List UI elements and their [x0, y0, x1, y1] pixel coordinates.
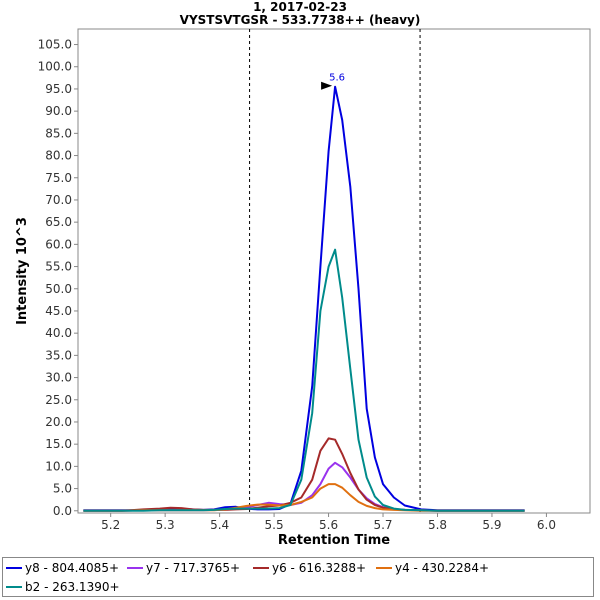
x-tick-label: 5.5 — [265, 518, 284, 532]
legend-swatch — [127, 567, 143, 569]
legend-label: y4 - 430.2284+ — [395, 561, 490, 575]
y-tick-label: 15.0 — [45, 437, 72, 451]
y-tick-label: 35.0 — [45, 348, 72, 362]
y-tick-label: 90.0 — [45, 104, 72, 118]
legend-label: y6 - 616.3288+ — [272, 561, 367, 575]
peak-label: 5.6 — [329, 73, 345, 84]
legend-swatch — [253, 567, 269, 569]
y-tick-label: 20.0 — [45, 415, 72, 429]
y-tick-label: 75.0 — [45, 171, 72, 185]
x-tick-label: 5.8 — [428, 518, 447, 532]
series-line-1 — [83, 85, 525, 512]
y-tick-label: 60.0 — [45, 237, 72, 251]
legend-item: y7 - 717.3765+ — [127, 561, 240, 575]
y-tick-label: 30.0 — [45, 371, 72, 385]
x-tick-label: 5.2 — [101, 518, 120, 532]
y-tick-label: 40.0 — [45, 326, 72, 340]
y-tick-label: 50.0 — [45, 282, 72, 296]
y-tick-label: 80.0 — [45, 149, 72, 163]
x-tick-label: 5.3 — [156, 518, 175, 532]
y-tick-label: 95.0 — [45, 82, 72, 96]
legend-swatch — [6, 567, 22, 569]
y-tick-label: 55.0 — [45, 260, 72, 274]
legend-label: b2 - 263.1390+ — [25, 580, 120, 594]
x-tick-label: 6.0 — [537, 518, 556, 532]
y-tick-label: 65.0 — [45, 215, 72, 229]
y-tick-label: 105.0 — [38, 38, 72, 52]
legend: y8 - 804.4085+ y7 - 717.3765+ y6 - 616.328… — [2, 557, 594, 597]
plot-frame — [77, 28, 591, 514]
y-axis-label: Intensity 10^3 — [15, 217, 30, 325]
x-tick-label: 5.9 — [482, 518, 501, 532]
x-tick-label: 5.7 — [373, 518, 392, 532]
x-tick-label: 5.4 — [210, 518, 229, 532]
y-tick-label: 0.0 — [53, 504, 72, 518]
x-tick-label: 5.6 — [319, 518, 338, 532]
legend-item: y6 - 616.3288+ — [253, 561, 366, 575]
y-tick-label: 85.0 — [45, 126, 72, 140]
legend-label: y8 - 804.4085+ — [25, 561, 120, 575]
chart-title: 1, 2017-02-23 — [253, 0, 347, 14]
y-tick-label: 5.0 — [53, 482, 72, 496]
legend-swatch — [376, 567, 392, 569]
y-tick-label: 45.0 — [45, 304, 72, 318]
peak-marker — [321, 81, 333, 90]
y-tick-label: 25.0 — [45, 393, 72, 407]
legend-item: y4 - 430.2284+ — [376, 561, 489, 575]
legend-item: b2 - 263.1390+ — [6, 580, 120, 594]
series-line-5 — [83, 248, 525, 512]
y-tick-label: 10.0 — [45, 459, 72, 473]
legend-item: y8 - 804.4085+ — [6, 561, 119, 575]
legend-label: y7 - 717.3765+ — [146, 561, 241, 575]
y-tick-label: 70.0 — [45, 193, 72, 207]
legend-swatch — [6, 586, 22, 588]
x-axis-label: Retention Time — [278, 533, 390, 548]
y-tick-label: 100.0 — [38, 60, 72, 74]
chart-subtitle: VYSTSVTGSR - 533.7738++ (heavy) — [179, 13, 421, 27]
